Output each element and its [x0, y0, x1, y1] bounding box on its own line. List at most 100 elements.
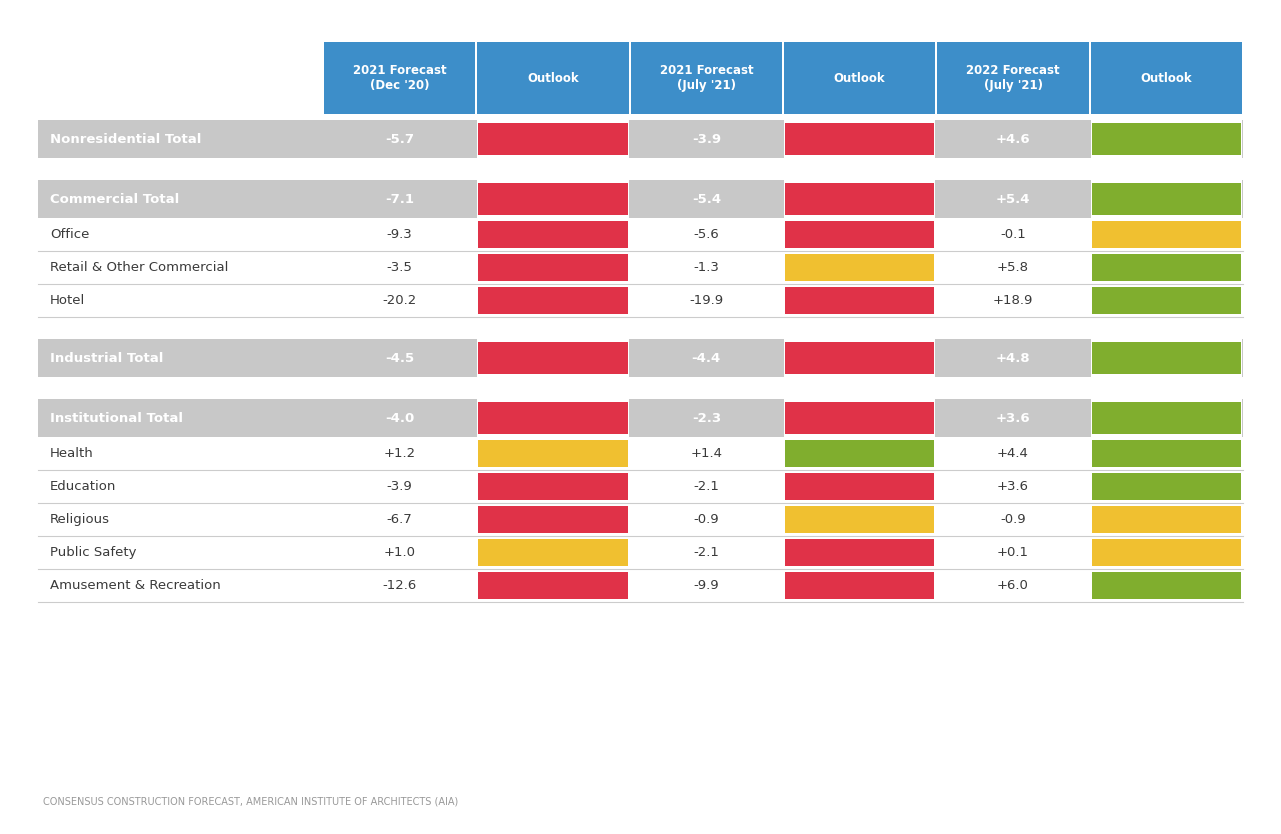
Text: -0.1: -0.1 — [1000, 228, 1026, 241]
Text: Hotel: Hotel — [50, 294, 86, 307]
Bar — [785, 572, 934, 599]
Text: Amusement & Recreation: Amusement & Recreation — [50, 579, 220, 592]
Text: Office: Office — [50, 228, 90, 241]
Text: +5.4: +5.4 — [995, 193, 1030, 205]
Text: -5.6: -5.6 — [693, 228, 719, 241]
Bar — [785, 183, 934, 215]
Text: -5.7: -5.7 — [386, 133, 414, 145]
Bar — [785, 506, 934, 533]
Bar — [1091, 123, 1241, 155]
Bar — [784, 339, 935, 377]
Bar — [1091, 287, 1241, 314]
Bar — [785, 402, 934, 434]
Text: Outlook: Outlook — [1140, 72, 1193, 84]
Text: -12.6: -12.6 — [383, 579, 416, 592]
Text: Industrial Total: Industrial Total — [50, 351, 164, 364]
Text: Nonresidential Total: Nonresidential Total — [50, 133, 201, 145]
Text: -4.4: -4.4 — [692, 351, 721, 364]
Bar — [38, 339, 1243, 377]
Text: Religious: Religious — [50, 513, 110, 526]
Text: -3.9: -3.9 — [387, 480, 412, 493]
Bar — [478, 254, 628, 281]
Bar — [1091, 183, 1241, 215]
Text: -9.9: -9.9 — [693, 579, 719, 592]
Bar — [1091, 221, 1241, 248]
Bar — [478, 402, 628, 434]
Text: +3.6: +3.6 — [995, 411, 1030, 425]
Text: -4.5: -4.5 — [386, 351, 414, 364]
Text: 2021 Forecast
(Dec '20): 2021 Forecast (Dec '20) — [352, 64, 447, 92]
Text: -3.9: -3.9 — [692, 133, 721, 145]
Bar — [478, 183, 628, 215]
Text: Outlook: Outlook — [834, 72, 885, 84]
Bar — [478, 42, 629, 114]
Text: +0.1: +0.1 — [997, 546, 1029, 559]
Text: -1.3: -1.3 — [693, 261, 719, 274]
Text: -6.7: -6.7 — [387, 513, 412, 526]
Text: +6.0: +6.0 — [997, 579, 1029, 592]
Text: -2.3: -2.3 — [692, 411, 721, 425]
Bar — [38, 180, 1243, 218]
Bar — [1090, 180, 1243, 218]
Text: -20.2: -20.2 — [383, 294, 416, 307]
Bar — [785, 440, 934, 467]
Text: 2022 Forecast
(July '21): 2022 Forecast (July '21) — [966, 64, 1059, 92]
Bar — [38, 120, 1243, 158]
Text: Education: Education — [50, 480, 117, 493]
Bar — [478, 180, 629, 218]
Text: Retail & Other Commercial: Retail & Other Commercial — [50, 261, 228, 274]
Bar — [784, 42, 935, 114]
Text: -7.1: -7.1 — [386, 193, 414, 205]
Bar — [785, 123, 934, 155]
Text: -9.3: -9.3 — [387, 228, 412, 241]
Bar — [478, 221, 628, 248]
Bar — [1090, 120, 1243, 158]
Bar — [478, 123, 628, 155]
Text: -4.0: -4.0 — [386, 411, 414, 425]
Bar — [478, 287, 628, 314]
Bar — [478, 572, 628, 599]
Bar — [784, 399, 935, 437]
Text: +3.6: +3.6 — [997, 480, 1029, 493]
Bar — [478, 440, 628, 467]
Text: +4.8: +4.8 — [995, 351, 1030, 364]
Bar — [784, 120, 935, 158]
Bar — [1091, 572, 1241, 599]
Text: 2021 Forecast
(July '21): 2021 Forecast (July '21) — [660, 64, 753, 92]
Text: Institutional Total: Institutional Total — [50, 411, 183, 425]
Bar — [478, 342, 628, 374]
Bar — [1091, 506, 1241, 533]
Bar — [478, 539, 628, 566]
Bar — [1090, 339, 1243, 377]
Bar — [785, 473, 934, 500]
Text: CONSENSUS CONSTRUCTION FORECAST, AMERICAN INSTITUTE OF ARCHITECTS (AIA): CONSENSUS CONSTRUCTION FORECAST, AMERICA… — [44, 796, 459, 806]
Bar — [1091, 402, 1241, 434]
Text: -3.5: -3.5 — [387, 261, 412, 274]
Bar — [324, 42, 475, 114]
Text: Outlook: Outlook — [528, 72, 579, 84]
Bar — [785, 221, 934, 248]
Bar — [785, 539, 934, 566]
Text: +4.6: +4.6 — [995, 133, 1030, 145]
Bar — [785, 287, 934, 314]
Text: +1.4: +1.4 — [690, 447, 722, 460]
Text: Health: Health — [50, 447, 94, 460]
Bar — [478, 473, 628, 500]
Text: +4.4: +4.4 — [997, 447, 1029, 460]
Bar — [1090, 399, 1243, 437]
Bar — [478, 399, 629, 437]
Bar — [38, 399, 1243, 437]
Text: +1.2: +1.2 — [383, 447, 416, 460]
Text: -5.4: -5.4 — [692, 193, 721, 205]
Bar — [478, 339, 629, 377]
Text: Commercial Total: Commercial Total — [50, 193, 179, 205]
Text: -0.9: -0.9 — [1000, 513, 1026, 526]
Bar — [1091, 473, 1241, 500]
Bar — [784, 180, 935, 218]
Text: -2.1: -2.1 — [693, 546, 719, 559]
Bar — [785, 254, 934, 281]
Text: +5.8: +5.8 — [997, 261, 1029, 274]
Text: -2.1: -2.1 — [693, 480, 719, 493]
Text: +18.9: +18.9 — [993, 294, 1034, 307]
Bar — [1091, 440, 1241, 467]
